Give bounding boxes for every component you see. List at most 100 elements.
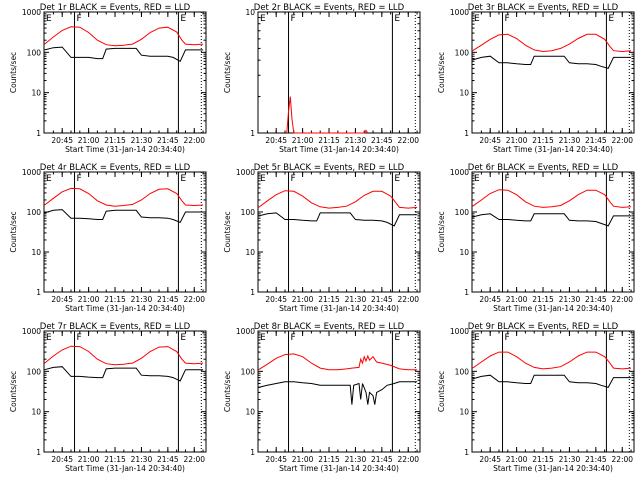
y-axis-label: Counts/sec [9,211,18,252]
plot-frame [257,171,421,293]
y-tick-label: 10 [31,248,41,257]
y-tick-label: 100 [455,367,470,376]
x-tick-label: 21:45 [371,295,393,304]
y-tick-label: 1 [464,129,469,138]
marker-label: F [77,14,82,24]
x-tick-label: 21:45 [157,136,179,145]
x-tick-label: 21:00 [292,295,314,304]
x-tick-label: 21:15 [104,136,126,145]
x-tick-label: 21:00 [78,455,100,464]
x-tick-label: 20:45 [479,455,501,464]
events-series-line [472,55,632,70]
y-tick-label: 10 [245,248,255,257]
x-tick-label: 21:15 [318,136,340,145]
x-tick-label: 22:00 [611,136,633,145]
chart-panel-9: Det 9r BLACK = Events, RED = LLD 1 10 100 10… [437,322,635,473]
x-axis-label: Start Time (31-Jan-14 20:34:40) [493,304,613,313]
marker-label: E [474,174,480,184]
x-tick-label: 21:45 [585,455,607,464]
x-tick-label: 21:45 [157,295,179,304]
y-axis-label: Counts/sec [437,371,446,412]
marker-label: E [474,333,480,343]
marker-label: F [291,174,296,184]
chart-panel-3: Det 3r BLACK = Events, RED = LLD 1 10 100 10… [437,3,635,154]
x-tick-label: 21:15 [532,455,554,464]
x-tick-label: 21:15 [318,455,340,464]
lld-series-line [472,351,632,370]
x-axis-label: Start Time (31-Jan-14 20:34:40) [65,145,185,154]
chart-title: Det 2r BLACK = Events, RED = LLD [254,3,405,13]
x-tick-label: 21:00 [506,455,528,464]
chart-title: Det 4r BLACK = Events, RED = LLD [40,163,191,173]
chart-panel-2: Det 2r BLACK = Events, RED = LLD 1 10 Count… [223,3,421,154]
x-tick-label: 21:00 [506,295,528,304]
chart-title: Det 9r BLACK = Events, RED = LLD [468,322,619,332]
y-tick-label: 1 [36,448,41,457]
y-tick-label: 1 [250,448,255,457]
lld-series-line [472,33,632,53]
x-tick-label: 20:45 [265,295,287,304]
y-tick-label: 100 [27,208,42,217]
x-tick-label: 22:00 [611,295,633,304]
y-tick-label: 10 [245,8,255,17]
y-axis-label: Counts/sec [9,371,18,412]
x-axis-label: Start Time (31-Jan-14 20:34:40) [279,464,399,473]
x-tick-label: 21:45 [157,455,179,464]
marker-label: E [608,14,614,24]
plot-frame [257,330,421,453]
x-tick-label: 21:00 [78,295,100,304]
plot-frame [471,11,635,134]
y-tick-label: 1 [36,129,41,138]
x-axis-label: Start Time (31-Jan-14 20:34:40) [65,464,185,473]
y-tick-label: 100 [455,208,470,217]
marker-label: F [77,174,82,184]
marker-label: F [505,14,510,24]
x-tick-label: 21:45 [371,455,393,464]
x-tick-label: 22:00 [397,295,419,304]
marker-label: E [180,174,186,184]
x-tick-label: 21:00 [292,136,314,145]
events-series-line [44,366,204,382]
events-series-line [472,374,632,388]
marker-label: E [180,333,186,343]
plot-frame [471,171,635,293]
y-tick-label: 1000 [22,8,41,17]
lld-series-line [44,345,204,366]
y-tick-label: 1 [250,129,255,138]
y-axis-label: Counts/sec [223,211,232,252]
x-tick-label: 21:30 [559,455,581,464]
chart-title: Det 3r BLACK = Events, RED = LLD [468,3,619,13]
y-tick-label: 1000 [22,168,41,177]
y-axis-label: Counts/sec [437,52,446,93]
x-tick-label: 21:45 [585,295,607,304]
y-tick-label: 1000 [236,327,255,336]
chart-panel-6: Det 6r BLACK = Events, RED = LLD 1 10 100 10… [437,163,635,313]
x-tick-label: 21:15 [104,295,126,304]
x-tick-label: 21:15 [532,136,554,145]
x-tick-label: 22:00 [183,295,205,304]
x-axis-label: Start Time (31-Jan-14 20:34:40) [279,145,399,154]
x-tick-label: 22:00 [397,136,419,145]
marker-label: E [46,174,52,184]
y-tick-label: 10 [459,248,469,257]
x-tick-label: 21:30 [559,136,581,145]
y-tick-label: 1000 [22,327,41,336]
x-tick-label: 21:00 [78,136,100,145]
y-tick-label: 1000 [450,8,469,17]
x-axis-label: Start Time (31-Jan-14 20:34:40) [493,464,613,473]
x-tick-label: 21:15 [318,295,340,304]
events-series-line [258,381,418,405]
x-tick-label: 21:15 [532,295,554,304]
marker-label: F [291,333,296,343]
events-series-line [258,212,418,227]
plot-frame [43,330,207,453]
y-tick-label: 1 [36,288,41,297]
chart-title: Det 5r BLACK = Events, RED = LLD [254,163,405,173]
x-tick-label: 21:30 [345,136,367,145]
marker-label: E [260,333,266,343]
lld-series-line [258,353,418,371]
y-tick-label: 100 [455,48,470,57]
x-tick-label: 21:00 [292,455,314,464]
chart-title: Det 6r BLACK = Events, RED = LLD [468,163,619,173]
chart-panel-1: Det 1r BLACK = Events, RED = LLD 1 10 100 10… [9,3,207,154]
